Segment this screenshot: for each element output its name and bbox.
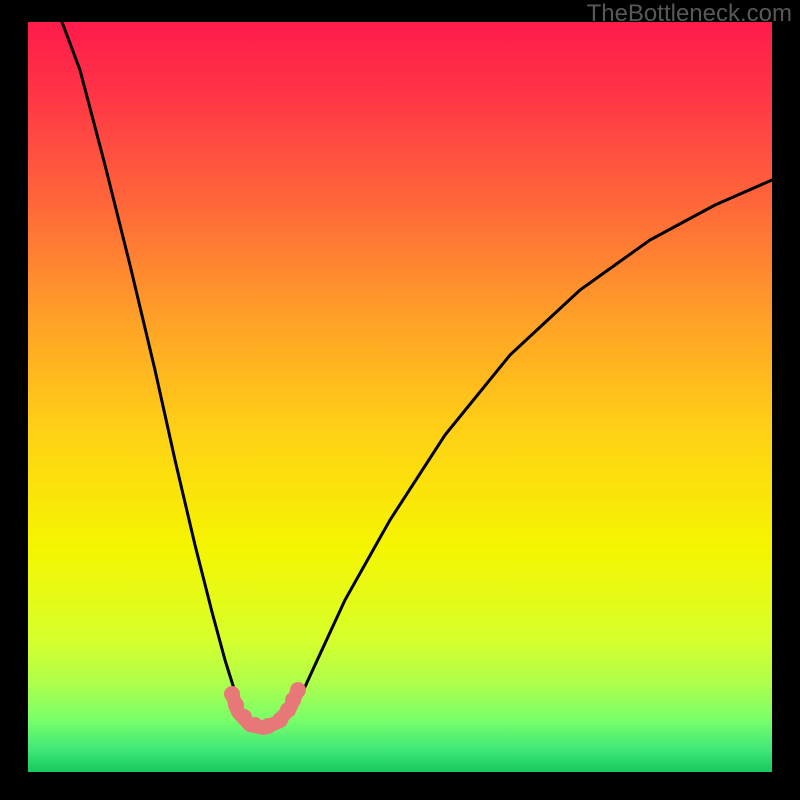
- bottleneck-curve-left: [62, 22, 247, 719]
- bottom-cluster-dot: [290, 682, 306, 698]
- chart-canvas: TheBottleneck.com: [0, 0, 800, 800]
- curve-layer: [0, 0, 800, 800]
- bottleneck-curve-right: [290, 180, 772, 716]
- watermark-text: TheBottleneck.com: [587, 0, 792, 28]
